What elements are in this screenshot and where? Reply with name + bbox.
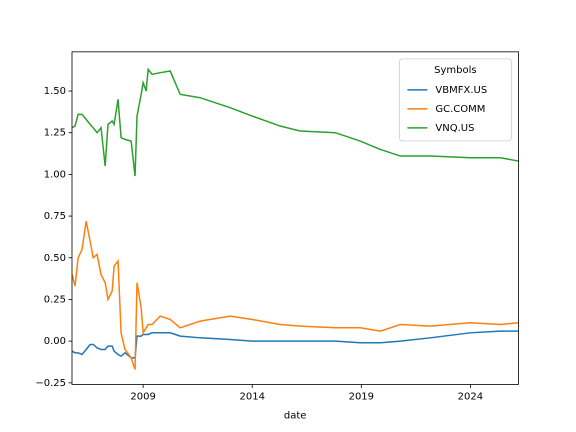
x-tick-label: 2024 — [458, 392, 483, 403]
y-tick-label: 0.50 — [44, 253, 66, 264]
x-tick-label: 2019 — [349, 392, 374, 403]
y-tick-label: 0.75 — [44, 211, 66, 222]
series-line — [72, 67, 519, 177]
x-tick-label: 2014 — [239, 392, 264, 403]
x-axis-label: date — [284, 411, 307, 422]
series-line — [72, 330, 519, 359]
y-tick-label: 0.25 — [44, 294, 66, 305]
legend-label: VBMFX.US — [435, 85, 487, 96]
y-tick-label: 0.00 — [44, 336, 66, 347]
y-tick-label: 1.50 — [44, 86, 66, 97]
legend-box — [398, 58, 512, 142]
y-tick-label: −0.25 — [35, 378, 66, 389]
plot-frame — [71, 51, 519, 385]
y-tick-label: 1.00 — [44, 169, 66, 180]
series-line — [72, 220, 519, 370]
legend-label: VNQ.US — [435, 123, 474, 134]
legend-title: Symbols — [434, 65, 476, 76]
y-tick-label: 1.25 — [44, 128, 66, 139]
legend-label: GC.COMM — [435, 104, 485, 115]
x-tick-label: 2009 — [130, 392, 155, 403]
